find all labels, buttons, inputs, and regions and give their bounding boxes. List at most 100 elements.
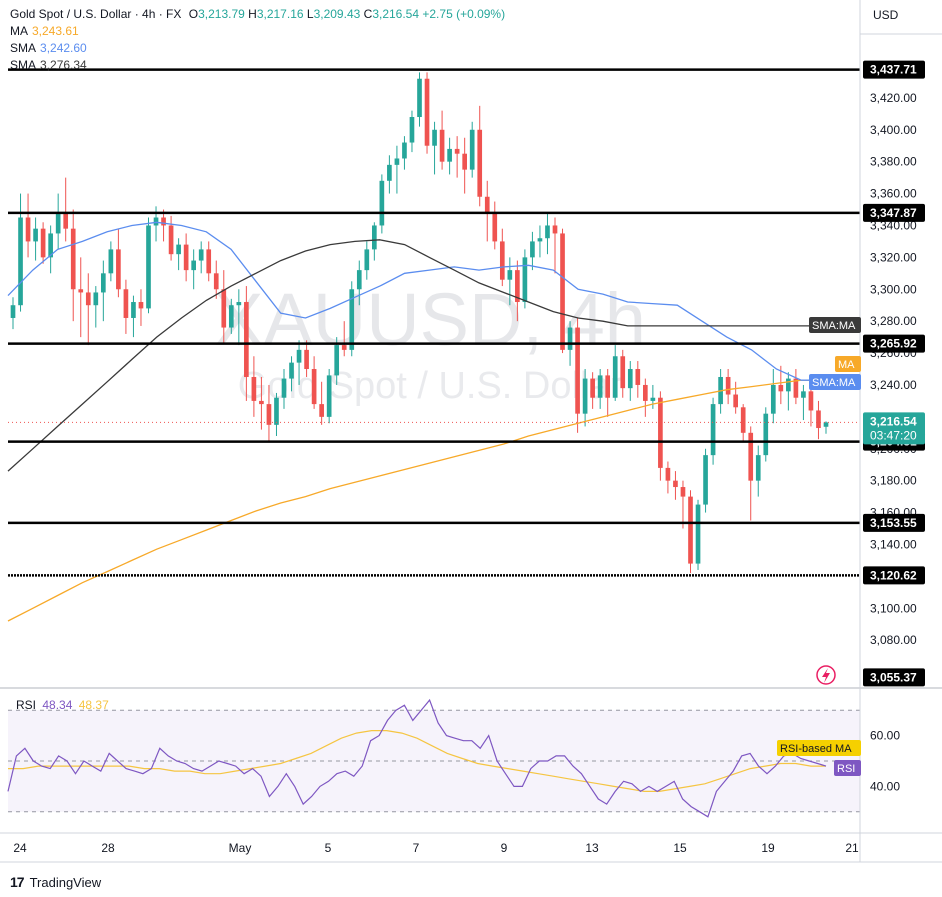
candle: [515, 260, 520, 322]
price-pane[interactable]: [7, 68, 860, 685]
candle-body: [228, 305, 234, 328]
currency-selector[interactable]: USD: [873, 8, 899, 22]
symbol-title[interactable]: Gold Spot / U.S. Dollar · 4h · FX: [10, 7, 182, 21]
time-tick-label: 9: [501, 841, 508, 855]
candle: [364, 241, 370, 280]
candle: [93, 286, 99, 328]
price-tick-label: 3,340.00: [870, 218, 917, 232]
candle-body: [469, 129, 475, 170]
candle: [18, 193, 23, 312]
candle: [131, 295, 136, 338]
candle: [620, 349, 626, 398]
candle-body: [499, 241, 505, 280]
open-value: 3,213.79: [198, 7, 245, 21]
candle: [319, 381, 324, 425]
candle-body: [733, 394, 739, 408]
candle: [371, 222, 377, 261]
candle-body: [213, 273, 219, 290]
candle: [311, 356, 317, 409]
candle-body: [537, 238, 543, 242]
rsi-legend[interactable]: RSI 48.34 48.37: [16, 698, 109, 712]
candle-body: [334, 345, 340, 376]
ma-name-tag-text: MA: [838, 359, 855, 371]
price-tick-label: 3,360.00: [870, 187, 917, 201]
candle: [123, 279, 129, 334]
candle: [725, 369, 731, 405]
candle: [710, 397, 716, 465]
candle: [560, 228, 565, 354]
candle: [462, 137, 468, 194]
candle: [349, 281, 355, 357]
level-price-tag-text: 3,265.92: [870, 337, 917, 351]
candle-body: [259, 400, 264, 405]
candle: [281, 369, 287, 409]
candle: [116, 228, 121, 298]
candle: [266, 384, 272, 441]
price-tick-label: 3,400.00: [870, 123, 917, 137]
level-price-tag-text: 3,120.62: [870, 568, 917, 582]
candle-body: [620, 356, 626, 389]
ohlc-row: Gold Spot / U.S. Dollar · 4h · FX O3,213…: [10, 6, 505, 23]
sma-fast-name-tag-text: SMA:MA: [812, 377, 856, 389]
candle-body: [808, 391, 814, 411]
candle-body: [484, 196, 490, 213]
candle: [274, 392, 279, 436]
candle: [409, 110, 415, 153]
candle: [334, 337, 340, 385]
candle-body: [786, 378, 791, 392]
rsi-tick-label: 40.00: [870, 779, 900, 793]
candle: [191, 249, 197, 290]
candle-body: [409, 117, 415, 143]
candle: [778, 365, 784, 405]
candle: [447, 137, 452, 175]
candle: [251, 356, 257, 417]
time-tick-label: 28: [101, 841, 115, 855]
candle: [680, 480, 686, 529]
level-price-tag-text: 3,347.87: [870, 206, 917, 220]
candle-body: [575, 327, 580, 414]
sma-slow-name-tag-text: SMA:MA: [812, 320, 856, 332]
candle-body: [477, 129, 483, 197]
candle-body: [703, 455, 708, 505]
time-tick-label: 24: [13, 841, 27, 855]
candle: [703, 448, 708, 513]
candle-body: [304, 349, 309, 370]
candle: [763, 407, 769, 462]
sma-slow-name-tag-bg: [809, 317, 861, 333]
current-price-text: 3,216.54: [870, 414, 917, 428]
close-value: 3,216.54: [372, 7, 420, 21]
candle-body: [597, 375, 603, 398]
candle-body: [673, 480, 678, 488]
candle: [432, 121, 437, 175]
time-tick-label: 19: [761, 841, 775, 855]
candle: [786, 372, 791, 411]
candle-body: [123, 289, 129, 318]
candle-body: [387, 164, 392, 181]
candle: [10, 297, 16, 330]
candle: [658, 391, 663, 481]
rsi-pane[interactable]: [7, 698, 860, 818]
candle: [469, 121, 475, 178]
ma-legend-row[interactable]: MA 3,243.61: [10, 23, 505, 40]
candle: [341, 321, 347, 357]
high-value: 3,217.16: [256, 7, 304, 21]
tradingview-logo[interactable]: 17 TradingView: [10, 874, 101, 890]
candle: [289, 356, 294, 392]
candle: [33, 217, 38, 261]
sma-fast-name-tag-bg: [809, 374, 861, 390]
candle-body: [801, 391, 806, 398]
candle: [597, 369, 603, 409]
candle: [402, 136, 407, 170]
candle-body: [131, 302, 136, 318]
candle: [733, 381, 739, 414]
candle-body: [454, 148, 460, 154]
sma-fast-legend-row[interactable]: SMA 3,242.60: [10, 40, 505, 57]
candle-body: [658, 397, 663, 468]
candle-body: [266, 404, 272, 425]
sma-slow-legend-row[interactable]: SMA 3,276.34: [10, 57, 505, 74]
chart-legend: Gold Spot / U.S. Dollar · 4h · FX O3,213…: [10, 6, 505, 74]
candle-body: [78, 289, 84, 293]
ma-legend-label: MA: [10, 24, 28, 38]
